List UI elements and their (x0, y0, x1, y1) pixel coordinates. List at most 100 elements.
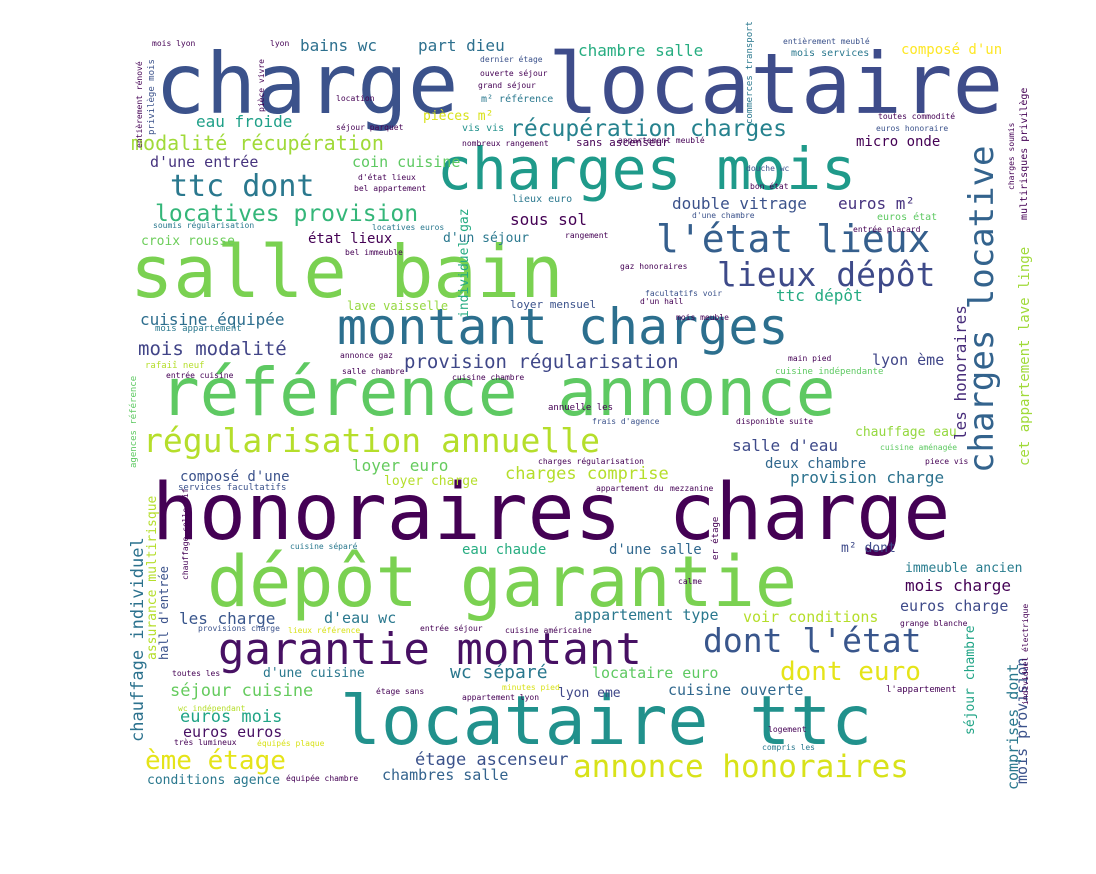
word-cloud-term: bon état (750, 182, 789, 191)
word-cloud-term: les charge (179, 609, 276, 628)
word-cloud-term: sans ascenseur (576, 136, 669, 149)
word-cloud-term: compris les (762, 743, 815, 752)
word-cloud-term: lyon ème (872, 351, 945, 369)
word-cloud-term: voir conditions (743, 608, 879, 626)
word-cloud-term: cuisine équipée (140, 310, 285, 329)
word-cloud-term: services facultatifs (178, 483, 287, 493)
word-cloud-term: sous sol (510, 210, 588, 229)
word-cloud-term: conditions agence (147, 773, 281, 788)
word-cloud-term: m² dont (841, 541, 896, 556)
word-cloud-term: lyon eme (558, 686, 621, 701)
word-cloud-term: ème étage (145, 746, 286, 776)
word-cloud-term: pièce vivre (257, 59, 266, 112)
word-cloud-term: minutes pied (502, 683, 560, 692)
word-cloud-term: micro onde (856, 134, 941, 150)
word-cloud-term: individuel électrique (1021, 603, 1030, 705)
word-cloud-term: multirisques privilège (1019, 87, 1030, 220)
word-cloud-term: l'état lieux (656, 217, 931, 261)
word-cloud-term: garantie montant (218, 624, 642, 675)
word-cloud-term: cuisine chambre (452, 373, 525, 382)
word-cloud-term: l'appartement (886, 685, 957, 695)
word-cloud-term: provision régularisation (404, 351, 679, 373)
word-cloud-term: loyer charge (384, 474, 478, 489)
word-cloud-term: er étage (711, 516, 721, 560)
word-cloud-term: comprises dont (1004, 663, 1022, 790)
word-cloud-term: grange blanche (900, 619, 968, 628)
word-cloud-term: cuisine américaine (505, 626, 592, 635)
word-cloud-term: annonce honoraires (573, 749, 909, 785)
word-cloud-term: montant charges (337, 298, 789, 356)
word-cloud-term: lieux référence (288, 626, 361, 635)
word-cloud-term: étage sans (376, 687, 425, 696)
word-cloud-term: loyer mensuel (510, 298, 597, 311)
word-cloud-term: d'une cuisine (263, 666, 365, 681)
word-cloud-term: dernier étage (480, 55, 543, 64)
word-cloud-term: annuelle les (548, 403, 614, 413)
word-cloud-term: cuisine ouverte (668, 681, 804, 699)
word-cloud-term: provisions charge (198, 624, 280, 633)
word-cloud-term: lave vaisselle (347, 299, 449, 313)
word-cloud-term: composé d'un (901, 42, 1003, 58)
word-cloud-term: location (336, 94, 375, 103)
word-cloud-term: composé d'une (180, 469, 290, 485)
word-cloud-term: mois services (791, 48, 870, 59)
word-cloud-term: wc indépendant (178, 704, 246, 713)
word-cloud-term: cuisine aménagée (880, 443, 958, 452)
word-cloud-term: wc séparé (450, 662, 548, 683)
word-cloud-term: équipés plaque (257, 739, 325, 748)
word-cloud-term: rangement (565, 231, 609, 240)
word-cloud-term: équipée chambre (286, 774, 359, 783)
word-cloud-term: entrée séjour (420, 624, 483, 633)
word-cloud-term: état lieux (308, 231, 393, 247)
word-cloud-term: douche wc (746, 164, 790, 173)
word-cloud-term: pièces m² (423, 109, 494, 124)
word-cloud-term: cuisine indépendante (775, 367, 884, 377)
word-cloud-term: charges régularisation (538, 457, 644, 466)
word-cloud-term: d'un séjour (443, 231, 530, 246)
word-cloud-term: charges comprise (505, 464, 669, 484)
word-cloud-term: mois appartement (155, 324, 242, 334)
word-cloud-term: privilège mois (147, 59, 157, 135)
word-cloud-term: appartement du (596, 484, 664, 493)
word-cloud-term: nombreux rangement (462, 139, 549, 148)
word-cloud-term: entrée placard (853, 225, 921, 234)
word-cloud-term: ttc dont (170, 169, 315, 204)
word-cloud-term: ttc dépôt (776, 286, 863, 305)
word-cloud-term: loyer euro (352, 456, 449, 475)
word-cloud-term: annonce gaz (340, 351, 393, 360)
word-cloud-term: provision charge (790, 468, 945, 487)
word-cloud-term: chambres salle (382, 766, 509, 784)
word-cloud-term: part dieu (418, 36, 505, 55)
word-cloud-term: chauffage eau (855, 425, 957, 440)
word-cloud-term: individuel gaz (457, 208, 472, 318)
word-cloud-term: euros charge (900, 597, 1009, 615)
word-cloud-term: locataire euro (592, 664, 719, 682)
word-cloud-term: main pied (788, 354, 832, 363)
word-cloud-term: entrée cuisine (166, 371, 234, 380)
word-cloud-term: salle d'eau (732, 436, 838, 455)
word-cloud-term: appartement meublé (618, 136, 705, 145)
word-cloud-term: m² référence (481, 94, 554, 105)
word-cloud-term: agences référence (129, 375, 139, 468)
word-cloud-term: deux chambre (765, 456, 867, 472)
word-cloud-term: charge (155, 35, 459, 133)
word-cloud-term: eau chaude (462, 542, 547, 558)
word-cloud-term: entièrement meublé (783, 37, 870, 46)
word-cloud-term: locataire ttc (340, 682, 873, 761)
word-cloud-term: dont l'état (703, 621, 922, 660)
word-cloud-term: charges mois (437, 135, 857, 203)
word-cloud-term: lieux dépôt (717, 255, 936, 294)
word-cloud-term: récupération charges (510, 116, 787, 142)
word-cloud-term: mezzanine (670, 484, 714, 493)
word-cloud-term: ouverte séjour (480, 69, 548, 78)
word-cloud-term: modalité récupération (131, 131, 384, 155)
word-cloud-term: lyon (270, 39, 290, 48)
word-cloud-term: bains wc (300, 36, 378, 55)
word-cloud-term: chauffage collectif (181, 488, 190, 580)
word-cloud-term: salle bain (130, 230, 564, 314)
word-cloud-term: soumis régularisation (153, 221, 255, 230)
word-cloud-term: salle chambre (342, 367, 405, 376)
word-cloud-term: mois meuble (676, 313, 729, 322)
word-cloud-term: régularisation annuelle (143, 421, 600, 460)
